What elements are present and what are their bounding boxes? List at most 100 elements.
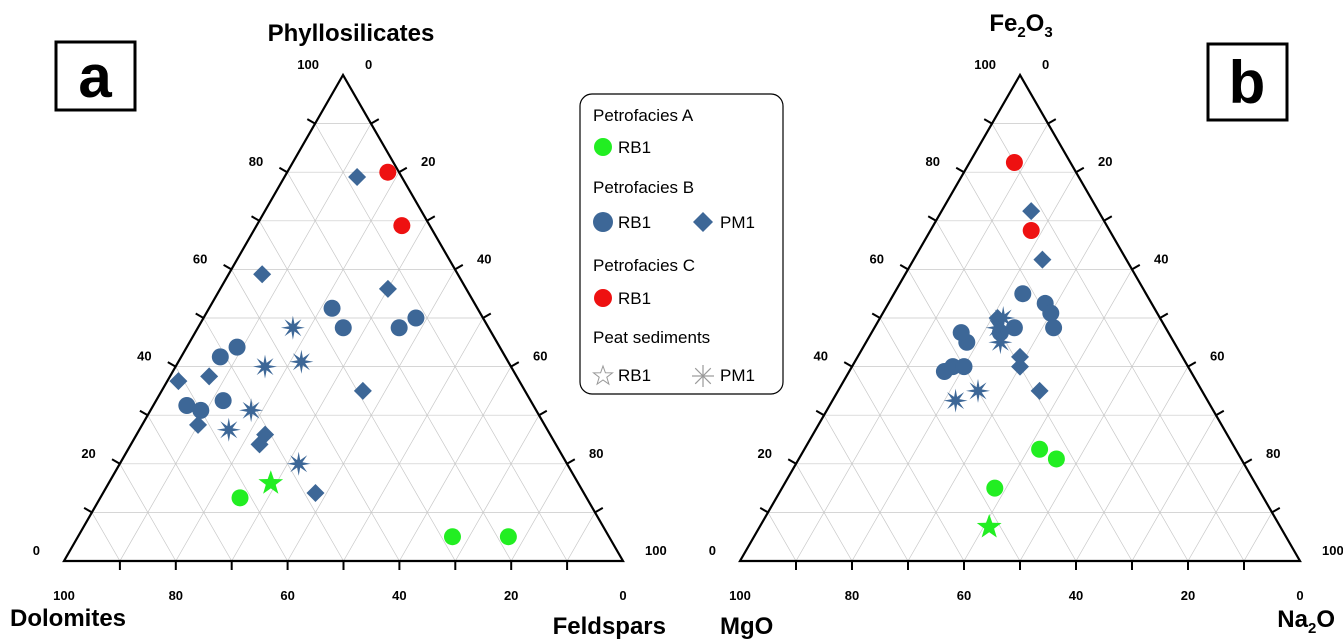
legend-marker-b-pm1 [693, 212, 713, 232]
legend-marker-a-rb1 [594, 138, 612, 156]
grid-line [851, 366, 965, 562]
panel-label-frame-b [1206, 42, 1289, 122]
data-point-circle [211, 348, 229, 366]
grid-line [454, 415, 540, 562]
series-petrofacies-c-rb1 [379, 163, 411, 235]
data-point-star-burst [289, 349, 314, 374]
tick-label-left: 100 [974, 57, 996, 72]
grid-line [767, 512, 797, 562]
data-point-circle [407, 309, 425, 327]
vertex-label-feldspars: Feldspars [553, 613, 666, 640]
data-point-circle [390, 319, 408, 337]
data-point-star-burst [286, 451, 311, 476]
grid-line [1243, 512, 1273, 562]
panel-label-frame-a [54, 40, 137, 112]
tick-label-right: 80 [589, 446, 603, 461]
data-points-b [935, 153, 1065, 538]
tick-label-left: 40 [814, 349, 828, 364]
grid-line [991, 123, 1245, 562]
data-point-circle [323, 299, 341, 317]
data-point-circle [231, 489, 249, 507]
data-point-diamond [253, 265, 272, 284]
tick-label-bottom: 60 [280, 588, 294, 603]
tick-mark [1047, 118, 1057, 125]
series-peat-sediments-pm1 [216, 315, 314, 476]
tick-mark [482, 312, 492, 319]
tick-mark [1215, 409, 1225, 417]
tick-label-bottom: 100 [729, 588, 751, 603]
grid-line [343, 317, 484, 562]
data-point-circle [379, 163, 397, 181]
tick-mark [1131, 264, 1141, 271]
tick-mark [871, 312, 881, 319]
tick-label-right: 80 [1266, 446, 1280, 461]
tick-mark [1075, 166, 1085, 174]
grid-line [879, 317, 1021, 562]
legend-title-petrofacies-b: Petrofacies B [593, 178, 694, 197]
legend-star-outline [592, 364, 614, 386]
data-point-circle [1014, 285, 1032, 303]
tick-mark [111, 458, 121, 465]
tick-label-bottom: 60 [957, 588, 971, 603]
data-point-circle [986, 479, 1004, 497]
tick-mark [370, 118, 380, 125]
grid-line [175, 366, 288, 562]
legend-label-a-rb1: RB1 [618, 138, 651, 157]
series-petrofacies-b-rb1 [178, 299, 425, 419]
tick-mark [815, 409, 825, 417]
tick-marks-b [759, 118, 1281, 570]
series-petrofacies-b-rb1 [935, 285, 1063, 380]
data-point-diamond [189, 415, 208, 434]
panel-label-box-a: a [54, 40, 137, 112]
data-point-circle [955, 358, 973, 376]
series-petrofacies-a-peat-rb1 [258, 470, 284, 494]
grid-line [1131, 415, 1217, 562]
legend-marker-peat-rb1 [592, 364, 614, 386]
data-point-circle [1031, 440, 1049, 458]
panel-label-b: b [1229, 49, 1266, 116]
tick-mark [843, 361, 853, 368]
data-point-diamond [1030, 381, 1049, 400]
data-point-star-burst [280, 315, 305, 340]
data-point-diamond [1033, 250, 1052, 269]
series-peat-sediments-pm1 [943, 306, 1016, 413]
grid-line [566, 512, 596, 562]
tick-label-right: 100 [1322, 543, 1343, 558]
legend-title-petrofacies-c: Petrofacies C [593, 256, 695, 275]
tick-mark [1103, 215, 1113, 222]
tick-label-bottom: 20 [1181, 588, 1195, 603]
tick-mark [139, 409, 149, 417]
tick-mark [927, 215, 937, 222]
vertex-label-mgo: MgO [720, 613, 773, 640]
tick-label-bottom: 0 [619, 588, 626, 603]
tick-mark [83, 507, 93, 514]
tick-label-left: 20 [81, 446, 95, 461]
tick-label-right: 0 [365, 57, 372, 72]
tick-label-left: 40 [137, 349, 151, 364]
tick-label-right: 60 [533, 349, 547, 364]
series-petrofacies-b-pm1 [169, 168, 397, 502]
tick-label-bottom: 40 [1069, 588, 1083, 603]
data-point-circle [1047, 450, 1065, 468]
tick-label-bottom: 80 [169, 588, 183, 603]
data-point-circle [214, 392, 232, 410]
legend-label-peat-pm1: PM1 [720, 366, 755, 385]
data-point-star-burst [216, 417, 241, 442]
legend-burst-ray [702, 367, 712, 377]
tick-mark [223, 264, 232, 271]
series-petrofacies-c-rb1 [1005, 153, 1040, 240]
ternary-panel-a: 0 0 0 20 20 20 40 40 40 60 60 60 80 80 80 100 100 100 [33, 57, 667, 603]
tick-mark [899, 264, 909, 271]
legend-marker-c-rb1 [594, 289, 612, 307]
tick-mark [426, 215, 436, 222]
data-points-a [169, 163, 517, 546]
legend-label-b-pm1: PM1 [720, 213, 755, 232]
ternary-panel-b: 0 0 0 20 20 20 40 40 40 60 60 60 80 80 80 100 100 100 [709, 57, 1343, 603]
data-point-circle [952, 324, 970, 342]
data-point-star [258, 470, 284, 494]
legend-title-petrofacies-a: Petrofacies A [593, 106, 694, 125]
legend-burst-ray [694, 375, 704, 385]
legend-title-peat-sediments: Peat sediments [593, 328, 710, 347]
data-point-circle [1005, 319, 1023, 337]
data-point-star-burst [988, 330, 1013, 355]
